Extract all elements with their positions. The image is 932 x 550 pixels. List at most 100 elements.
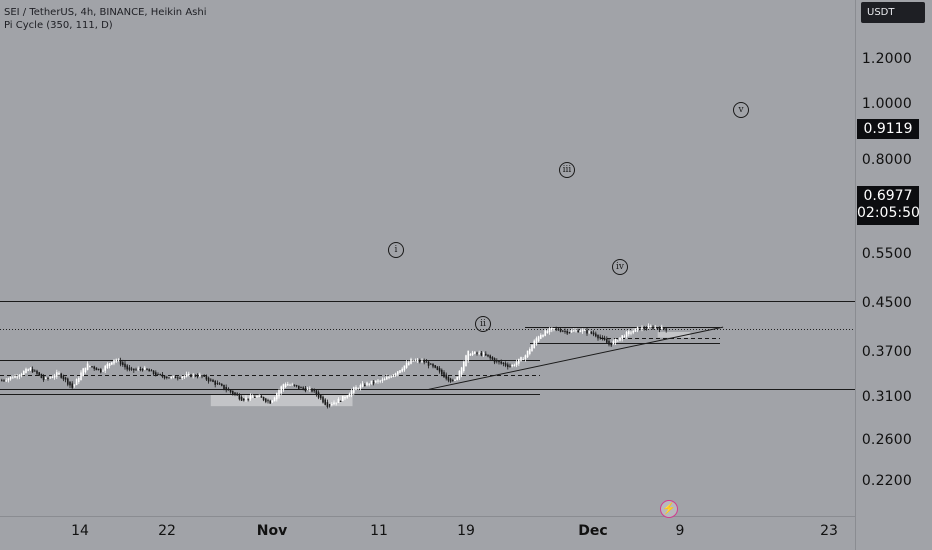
candle-body [562, 330, 564, 332]
candle-body [159, 374, 161, 376]
candle-body [628, 331, 630, 335]
candle-body [454, 379, 456, 381]
candle-body [311, 388, 313, 392]
candle-body [394, 373, 397, 376]
candle-body [498, 360, 500, 363]
candle-body [520, 357, 522, 362]
candle-body [40, 373, 43, 379]
candle-body [447, 376, 450, 381]
candle-body [489, 355, 491, 359]
wave-label-ii[interactable]: ii [475, 316, 491, 332]
time-label: Dec [578, 523, 608, 539]
candle-body [225, 387, 227, 391]
candle-body [256, 396, 258, 398]
candle-body [482, 353, 485, 355]
candle-body [5, 380, 7, 382]
candle-body [639, 328, 641, 330]
candle-body [232, 390, 234, 395]
candle-body [126, 365, 128, 370]
wave-label-v[interactable]: v [733, 102, 749, 118]
candle-body [379, 380, 381, 382]
candle-body [599, 336, 601, 339]
candle-body [500, 361, 502, 364]
candle-body [355, 387, 357, 391]
candle-body [168, 377, 170, 379]
candle-body [124, 363, 126, 368]
candle-body [102, 370, 104, 372]
time-label: 22 [158, 523, 176, 539]
candle-body [262, 396, 265, 401]
candle-body [443, 372, 445, 378]
candle-body [322, 396, 324, 403]
candle-body [185, 374, 188, 377]
candle-body [647, 325, 650, 329]
candle-body [163, 375, 166, 379]
candle-body [557, 328, 560, 331]
candle-body [201, 375, 203, 377]
candle-body [548, 328, 551, 333]
wave-label-i[interactable]: i [388, 242, 404, 258]
candle-body [106, 363, 109, 369]
candle-body [381, 379, 384, 381]
candle-body [467, 350, 469, 361]
lightning-icon[interactable]: ⚡ [660, 500, 678, 518]
candle-body [20, 373, 23, 376]
candle-body [361, 383, 364, 387]
candle-body [69, 381, 71, 386]
candle-body [221, 383, 223, 386]
candle-body [449, 378, 452, 382]
candle-body [419, 360, 421, 362]
candle-body [623, 336, 626, 338]
candle-body [49, 377, 51, 379]
candle-body [399, 370, 401, 373]
candle-body [522, 359, 524, 361]
candle-body [97, 368, 100, 370]
candle-body [172, 376, 175, 378]
candle-body [238, 394, 241, 400]
candle-body [353, 387, 355, 393]
candle-body [612, 341, 615, 345]
candle-body [427, 361, 430, 366]
candle-body [595, 333, 597, 337]
candle-body [368, 383, 370, 385]
candle-body [584, 329, 586, 331]
currency-button[interactable]: USDT [861, 2, 925, 23]
candle-body [3, 380, 5, 382]
candle-body [203, 375, 205, 377]
candle-body [289, 384, 291, 386]
candle-body [174, 376, 177, 379]
candle-body [401, 368, 403, 372]
indicator-title: Pi Cycle (350, 111, D) [4, 20, 113, 31]
wave-label-iii[interactable]: iii [559, 162, 575, 178]
candle-body [474, 351, 476, 354]
candle-body [636, 327, 639, 331]
candle-body [357, 388, 359, 390]
candle-body [273, 397, 276, 402]
candle-body [148, 369, 150, 372]
candle-body [375, 380, 377, 383]
candle-body [559, 329, 562, 332]
price-label: 0.2200 [861, 473, 912, 489]
candle-body [135, 369, 137, 371]
candle-body [405, 362, 408, 368]
candle-body [293, 384, 296, 386]
candle-body [553, 328, 555, 330]
candle-body [196, 375, 199, 377]
trendline [428, 326, 724, 390]
candle-body [7, 378, 10, 381]
candle-body [386, 376, 388, 380]
candle-body [298, 385, 300, 389]
candle-body [485, 353, 487, 356]
candle-body [150, 370, 153, 372]
candle-body [502, 362, 505, 364]
candle-body [621, 335, 623, 340]
candle-body [573, 330, 575, 332]
wave-label-iv[interactable]: iv [612, 259, 628, 275]
candle-body [348, 393, 351, 397]
candle-body [507, 364, 509, 368]
candle-body [603, 337, 606, 341]
candle-body [194, 375, 197, 377]
candle-body [155, 372, 157, 376]
candle-body [104, 365, 106, 371]
